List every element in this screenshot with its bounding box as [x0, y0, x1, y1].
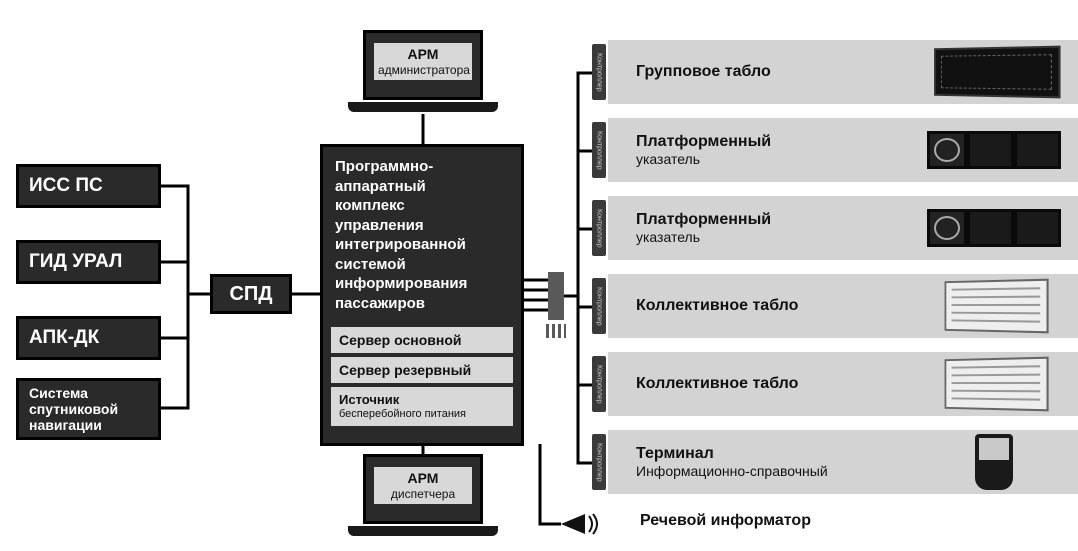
- ups-sub: бесперебойного питания: [339, 408, 466, 420]
- row-title: Платформенный: [636, 211, 771, 228]
- row-title: Коллективное табло: [636, 297, 798, 314]
- arm-disp-title: АРМ: [378, 470, 468, 487]
- row-title: Групповое табло: [636, 63, 771, 80]
- kiosk-icon: [975, 434, 1013, 490]
- row-sub: указатель: [636, 151, 771, 167]
- output-row-terminal: Контроллер ТерминалИнформационно-справоч…: [608, 430, 1078, 496]
- arm-admin-sub: администратора: [378, 63, 470, 77]
- speech-informer-label: Речевой информатор: [640, 512, 811, 530]
- output-row-collective-1: Контроллер Коллективное табло: [608, 274, 1078, 340]
- center-title: Программно-аппаратныйкомплексуправленияи…: [323, 147, 521, 323]
- collective-board-icon: [945, 279, 1049, 334]
- platform-indicator-icon: [927, 131, 1061, 169]
- system-satnav: Системаспутниковойнавигации: [16, 378, 161, 440]
- server-main: Сервер основной: [331, 327, 513, 353]
- group-board-icon: [934, 46, 1060, 99]
- output-row-group-board: Контроллер Групповое табло: [608, 40, 1078, 106]
- controller-tab: Контроллер: [592, 44, 606, 100]
- output-row-platform-2: Контроллер Платформенныйуказатель: [608, 196, 1078, 262]
- collective-board-icon: [945, 357, 1049, 412]
- controller-tab: Контроллер: [592, 278, 606, 334]
- platform-indicator-icon: [927, 209, 1061, 247]
- row-sub: указатель: [636, 229, 771, 245]
- output-row-collective-2: Контроллер Коллективное табло: [608, 352, 1078, 418]
- ups: Источник бесперебойного питания: [331, 387, 513, 426]
- connector-hub: [548, 272, 564, 320]
- controller-tab: Контроллер: [592, 434, 606, 490]
- spd-node: СПД: [210, 274, 292, 314]
- row-title: Терминал: [636, 445, 714, 462]
- row-title: Платформенный: [636, 133, 771, 150]
- system-gid-ural: ГИД УРАЛ: [16, 240, 161, 284]
- arm-dispatcher: АРМ диспетчера: [328, 454, 518, 536]
- arm-admin: АРМ администратора: [328, 30, 518, 112]
- arm-admin-title: АРМ: [378, 46, 468, 63]
- ups-title: Источник: [339, 392, 505, 408]
- controller-tab: Контроллер: [592, 122, 606, 178]
- speaker-icon: [561, 512, 601, 536]
- system-apk-dk: АПК-ДК: [16, 316, 161, 360]
- arm-disp-sub: диспетчера: [391, 487, 455, 501]
- server-backup: Сервер резервный: [331, 357, 513, 383]
- controller-tab: Контроллер: [592, 356, 606, 412]
- system-iss-ps: ИСС ПС: [16, 164, 161, 208]
- controller-tab: Контроллер: [592, 200, 606, 256]
- row-title: Коллективное табло: [636, 375, 798, 392]
- output-row-platform-1: Контроллер Платформенныйуказатель: [608, 118, 1078, 184]
- row-sub: Информационно-справочный: [636, 463, 828, 479]
- center-complex: Программно-аппаратныйкомплексуправленияи…: [320, 144, 524, 446]
